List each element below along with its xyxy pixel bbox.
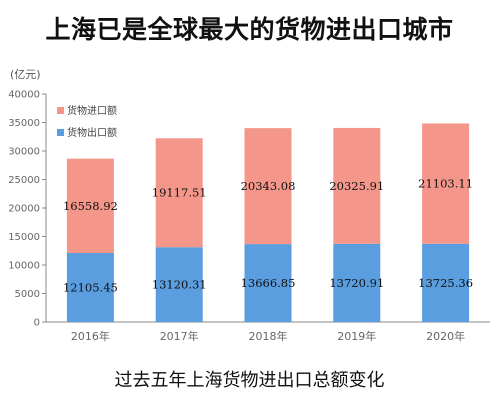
y-tick-label: 15000 [8,232,40,243]
y-tick-label: 20000 [8,204,40,215]
x-tick-label: 2016年 [71,329,110,343]
y-tick-label: 40000 [8,90,40,101]
bar-import [155,138,203,248]
bar-export [155,247,203,322]
x-tick-label: 2017年 [160,329,199,343]
data-label-export: 13720.91 [329,276,384,290]
bar-series: 12105.45 16558.92 13120.31 19117.51 13666.85… [63,123,473,322]
y-tick-label: 30000 [8,147,40,158]
y-tick-label: 5000 [15,289,40,300]
bar-import [244,128,292,245]
legend-swatch-import [57,107,64,114]
data-label-import: 19117.51 [152,186,207,200]
data-label-import: 20343.08 [241,179,296,193]
bar-export [244,244,292,322]
bar-import [66,158,114,253]
x-tick-label: 2018年 [249,329,288,343]
data-label-import: 16558.92 [63,199,118,213]
x-tick-label: 2019年 [337,329,376,343]
legend-label-export: 货物出口额 [67,126,117,139]
legend: 货物进口额 货物出口额 [57,104,117,139]
y-axis-unit: (亿元) [10,68,41,81]
y-tick-label: 35000 [8,118,40,129]
chart-caption: 过去五年上海货物进出口总额变化 [114,370,385,390]
bar-import [333,127,381,244]
page-title: 上海已是全球最大的货物进出口城市 [45,16,454,44]
x-axis-ticks: 2016年 2017年 2018年 2019年 2020年 [71,329,465,343]
y-axis-ticks: 0 5000 10000 15000 20000 25000 30000 35000 40000 [8,90,46,329]
data-label-export: 13120.31 [152,278,207,292]
bar-export [333,243,381,322]
bar-export [66,252,114,322]
y-tick-label: 25000 [8,175,40,186]
legend-label-import: 货物进口额 [67,104,117,117]
data-label-import: 21103.11 [418,177,473,191]
data-label-export: 12105.45 [63,280,118,294]
bar-import [422,123,470,244]
x-tick-label: 2020年 [426,329,465,343]
y-tick-label: 0 [34,318,40,329]
data-label-import: 20325.91 [329,179,384,193]
y-tick-label: 10000 [8,261,40,272]
bar-export [422,243,470,322]
legend-swatch-export [57,129,64,136]
data-label-export: 13666.85 [241,276,296,290]
data-label-export: 13725.36 [418,276,473,290]
